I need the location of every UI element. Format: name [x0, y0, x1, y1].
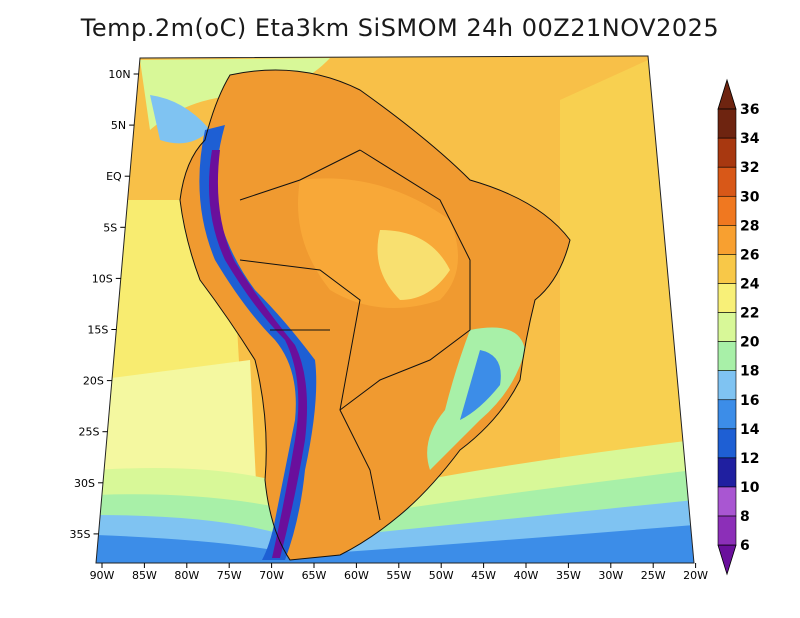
lon-tick-label: 50W — [429, 569, 454, 582]
colorbar-segment — [717, 399, 737, 430]
colorbar-segment — [717, 312, 737, 342]
colorbar-segment — [717, 283, 737, 313]
colorbar-label: 22 — [740, 306, 759, 322]
lon-tick-label: 35W — [556, 569, 581, 582]
lon-tick-label: 65W — [302, 569, 327, 582]
lon-tick-label: 75W — [217, 569, 242, 582]
colorbar-segment — [717, 457, 737, 488]
colorbar-label: 8 — [740, 509, 750, 525]
colorbar-segment — [717, 166, 737, 197]
colorbar-label: 20 — [740, 335, 760, 351]
lat-tick-label: 30S — [74, 477, 95, 490]
colorbar-label: 28 — [740, 218, 759, 234]
lon-tick-label: 90W — [90, 569, 115, 582]
lat-tick-label: 25S — [78, 426, 99, 439]
lat-tick-label: 5N — [111, 119, 126, 132]
lon-tick-label: 55W — [386, 569, 411, 582]
temperature-field — [96, 56, 694, 563]
colorbar-legend: 6 8 10 12 14 16 18 20 22 24 26 28 30 32 34 36 — [717, 78, 760, 576]
colorbar-label: 24 — [740, 276, 760, 292]
lat-tick-label: 35S — [70, 528, 91, 541]
lon-tick-label: 60W — [344, 569, 369, 582]
lon-tick-label: 40W — [514, 569, 539, 582]
colorbar-segment — [717, 225, 737, 255]
colorbar-label: 30 — [740, 189, 760, 205]
latitude-axis: 10N 5N EQ 5S 10S 15S 20S 25S 30S 35S — [70, 68, 139, 541]
colorbar-label: 32 — [740, 160, 759, 176]
colorbar-segment — [717, 370, 737, 401]
colorbar-label: 34 — [740, 131, 760, 147]
colorbar-segment — [717, 137, 737, 168]
colorbar-label: 10 — [740, 480, 760, 496]
colorbar-label: 26 — [740, 247, 759, 263]
map-title: Temp.2m(oC) Eta3km SiSMOM 24h 00Z21NOV20… — [80, 14, 720, 42]
colorbar-label: 12 — [740, 451, 759, 467]
colorbar-segment — [717, 515, 737, 546]
lat-tick-label: 10S — [92, 272, 113, 285]
colorbar-segment — [717, 195, 737, 226]
lon-tick-label: 80W — [174, 569, 199, 582]
lon-tick-label: 45W — [471, 569, 496, 582]
colorbar-segment — [717, 254, 737, 284]
colorbar-segment — [717, 341, 737, 371]
lon-tick-label: 25W — [641, 569, 666, 582]
colorbar-label: 6 — [740, 538, 750, 554]
lat-tick-label: 5S — [103, 221, 117, 234]
colorbar-label: 14 — [740, 422, 760, 438]
colorbar-segment — [717, 108, 737, 139]
colorbar-segment — [717, 486, 737, 517]
lat-tick-label: 10N — [108, 68, 130, 81]
colorbar-segment — [717, 428, 737, 459]
lat-tick-label: 20S — [83, 375, 104, 388]
lon-tick-label: 20W — [683, 569, 708, 582]
longitude-axis: 90W 85W 80W 75W 70W 65W 60W 55W 50W 45W 40W 35W 30W 2… — [90, 563, 708, 582]
lon-tick-label: 70W — [259, 569, 284, 582]
colorbar-label: 18 — [740, 364, 759, 380]
colorbar-min-arrow — [717, 544, 737, 576]
lon-tick-label: 85W — [132, 569, 157, 582]
country-borders — [179, 69, 571, 561]
colorbar-label: 36 — [740, 102, 759, 118]
lat-tick-label: EQ — [106, 170, 122, 183]
colorbar-max-arrow — [717, 78, 737, 110]
colorbar-label: 16 — [740, 393, 759, 409]
lon-tick-label: 30W — [598, 569, 623, 582]
lat-tick-label: 15S — [87, 324, 108, 337]
